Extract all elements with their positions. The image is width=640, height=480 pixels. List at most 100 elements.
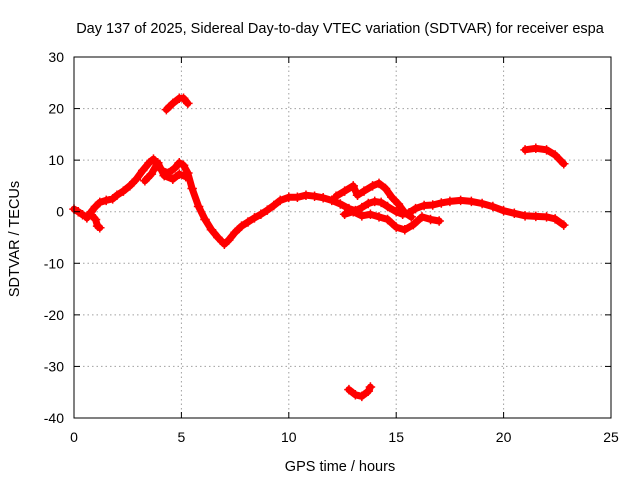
data-point <box>249 213 260 223</box>
data-point <box>331 191 341 201</box>
data-point <box>391 222 401 232</box>
series-arc-8 <box>344 382 376 402</box>
data-point <box>90 214 101 225</box>
data-point <box>445 196 455 207</box>
data-point <box>292 192 303 203</box>
data-point <box>168 174 178 184</box>
data-point <box>406 212 416 222</box>
data-point <box>200 214 210 225</box>
data-point <box>374 178 384 189</box>
data-point <box>410 203 421 214</box>
data-point <box>365 382 376 392</box>
data-point <box>146 169 157 179</box>
series-band <box>521 144 568 168</box>
data-point <box>95 197 105 208</box>
data-point <box>118 186 129 196</box>
data-point <box>230 227 240 238</box>
data-point <box>382 201 393 212</box>
data-point <box>436 198 447 208</box>
data-point <box>352 190 363 200</box>
data-point <box>193 201 204 212</box>
y-tick-label: -20 <box>44 307 64 323</box>
plot-frame <box>73 56 612 419</box>
data-point <box>82 213 92 223</box>
data-point <box>262 205 273 215</box>
y-axis-title: SDTVAR / TECUs <box>7 181 23 297</box>
data-point <box>359 186 369 196</box>
data-point <box>101 195 111 206</box>
data-point <box>219 239 230 249</box>
data-point <box>376 197 386 208</box>
axes: 0 5 10 15 20 25 -40 -30 -20 -10 0 10 20 30 <box>44 49 619 445</box>
data-point <box>125 181 135 191</box>
data-point <box>419 200 429 211</box>
data-point <box>339 209 350 220</box>
x-tick-label: 10 <box>281 429 297 445</box>
data-point <box>309 191 320 201</box>
data-point <box>348 181 358 191</box>
data-point <box>427 200 438 210</box>
x-tick-label: 5 <box>178 429 186 445</box>
data-point <box>187 183 197 194</box>
x-tick-label: 15 <box>388 429 404 445</box>
data-point <box>206 225 217 235</box>
x-tick-label: 0 <box>70 429 78 445</box>
series-band <box>332 179 415 221</box>
data-point <box>357 211 367 221</box>
x-axis-title: GPS time / hours <box>285 459 395 475</box>
data-point <box>243 217 253 227</box>
data-point <box>183 98 193 109</box>
data-point <box>144 157 154 168</box>
data-point <box>137 165 148 176</box>
grid-lines <box>74 57 611 418</box>
data-point <box>550 214 560 224</box>
y-tick-label: -40 <box>44 410 64 426</box>
data-point <box>488 201 498 212</box>
data-point <box>408 219 419 230</box>
data-point <box>275 195 285 206</box>
y-tick-label: 30 <box>48 49 64 65</box>
series-arc-6 <box>161 93 193 115</box>
data-point <box>387 192 397 203</box>
data-point <box>558 220 569 230</box>
data-point <box>236 221 247 231</box>
chart-title: Day 137 of 2025, Sidereal Day-to-day VTE… <box>76 21 605 37</box>
data-point <box>393 199 404 209</box>
data-point <box>269 200 279 211</box>
data-point <box>180 171 191 182</box>
series-band <box>83 155 568 248</box>
data-point <box>153 157 163 168</box>
y-tick-label: 10 <box>48 152 64 168</box>
data-point <box>148 154 159 164</box>
data-point <box>391 206 401 217</box>
data-point <box>284 192 294 203</box>
x-tick-label: 20 <box>496 429 512 445</box>
data-point <box>213 232 223 243</box>
data-point <box>455 195 466 206</box>
y-tick-label: -30 <box>44 358 64 374</box>
data-point <box>541 145 552 155</box>
data-point <box>178 160 189 171</box>
x-tick-label: 25 <box>603 429 619 445</box>
data-point <box>223 235 234 245</box>
data-point <box>541 212 552 222</box>
series-arc-3 <box>140 157 191 186</box>
data-point <box>520 211 530 221</box>
data-point <box>365 209 376 220</box>
data-point <box>367 181 378 191</box>
data-point <box>335 199 346 209</box>
data-point <box>400 225 410 235</box>
data-point <box>434 216 444 226</box>
data-point <box>357 391 367 402</box>
data-point <box>550 150 560 160</box>
data-point <box>531 211 541 222</box>
data-point <box>374 212 384 222</box>
data-point <box>382 214 393 225</box>
data-point <box>558 159 569 169</box>
data-point <box>159 170 169 181</box>
data-point <box>131 174 142 184</box>
series-arc-5 <box>339 206 444 235</box>
data-point <box>369 196 380 207</box>
series-arc-7 <box>520 143 569 169</box>
